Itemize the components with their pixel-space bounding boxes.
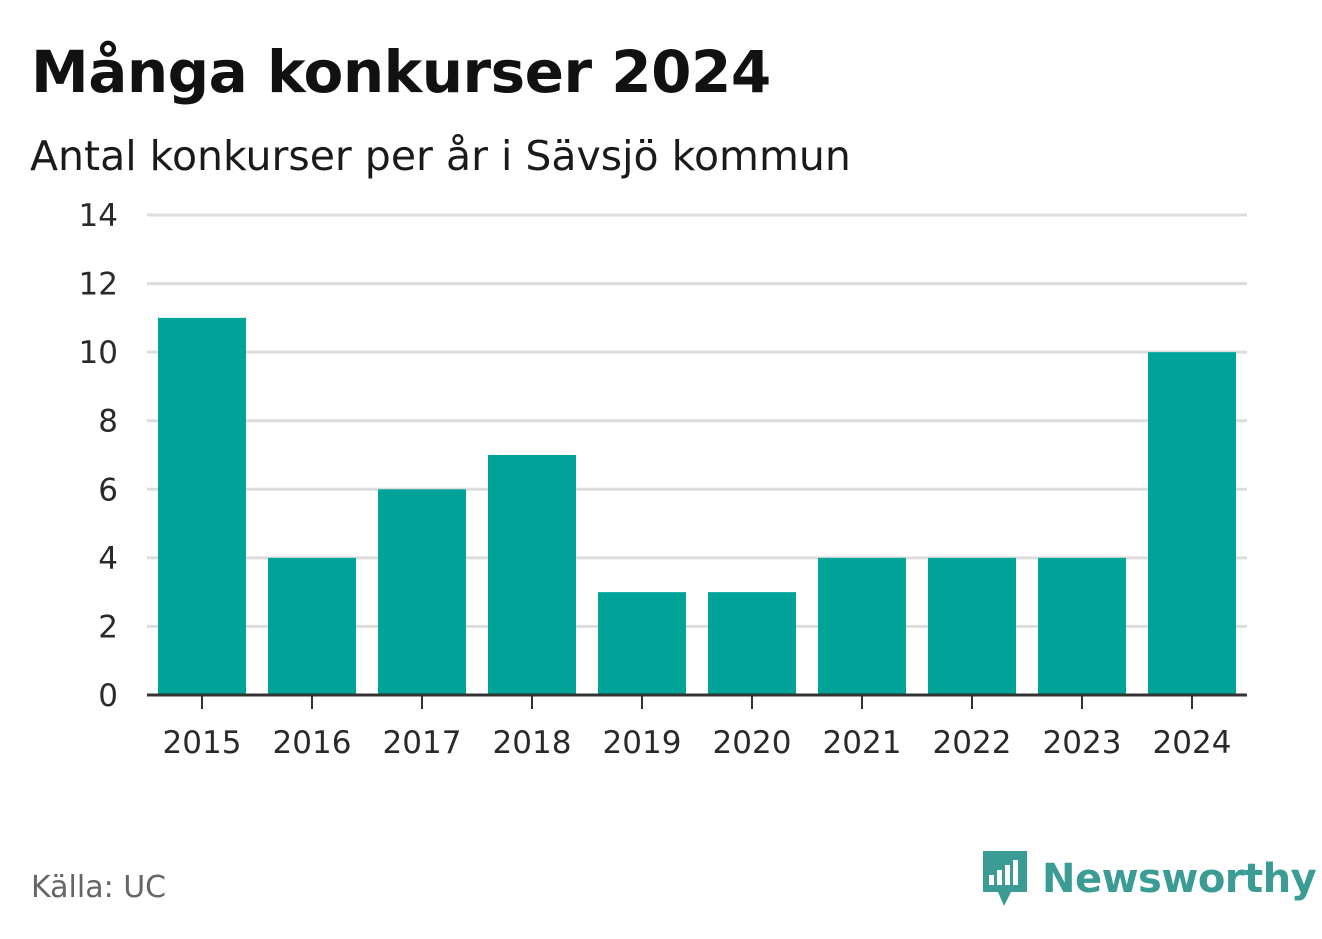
x-axis: 2015 2016 2017 2018 2019 2020 2021 2022 2023 2024: [147, 693, 1247, 761]
bar-2017: [378, 489, 466, 695]
source-note: Källa: UC: [31, 870, 167, 905]
bar-2024: [1148, 352, 1236, 695]
brand-logo: Newsworthy: [980, 848, 1317, 910]
bar-2022: [928, 557, 1016, 695]
chart-subtitle: Antal konkurser per år i Sävsjö kommun: [30, 132, 851, 180]
x-tick-label: 2016: [273, 725, 352, 761]
bar-2023: [1038, 557, 1126, 695]
chart-title: Många konkurser 2024: [31, 38, 771, 106]
bar-chart: 0 2 4 6 8 10 12 14 2015 2016 2017 2018 2019 2020 2021…: [79, 198, 1247, 761]
bars: [158, 317, 1236, 695]
y-tick-label: 8: [98, 404, 118, 440]
x-tick-label: 2024: [1153, 725, 1232, 761]
newsworthy-logo-icon: [983, 851, 1027, 906]
bar-2019: [598, 592, 686, 695]
x-tick-label: 2023: [1043, 725, 1122, 761]
y-tick-label: 14: [79, 198, 118, 234]
x-tick-label: 2020: [713, 725, 792, 761]
y-tick-label: 10: [79, 335, 118, 371]
y-tick-label: 6: [98, 472, 118, 508]
y-tick-label: 0: [98, 678, 118, 714]
y-tick-label: 12: [79, 267, 118, 303]
bar-2021: [818, 557, 906, 695]
x-tick-label: 2015: [163, 725, 242, 761]
x-tick-label: 2019: [603, 725, 682, 761]
bar-2015: [158, 317, 246, 695]
bar-2020: [708, 592, 796, 695]
bar-2018: [488, 455, 576, 695]
x-tick-label: 2017: [383, 725, 462, 761]
y-axis-ticks: 0 2 4 6 8 10 12 14: [79, 198, 118, 714]
x-tick-label: 2022: [933, 725, 1012, 761]
x-tick-label: 2021: [823, 725, 902, 761]
y-tick-label: 2: [98, 609, 118, 645]
brand-name: Newsworthy: [1042, 856, 1317, 902]
x-tick-label: 2018: [493, 725, 572, 761]
bar-2016: [268, 557, 356, 695]
y-tick-label: 4: [98, 541, 118, 577]
